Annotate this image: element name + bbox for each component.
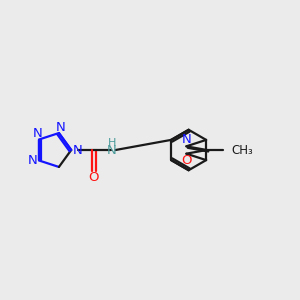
Text: N: N — [72, 143, 82, 157]
Text: N: N — [56, 121, 65, 134]
Text: N: N — [182, 133, 192, 146]
Text: N: N — [28, 154, 37, 167]
Text: N: N — [107, 143, 117, 157]
Text: O: O — [182, 154, 192, 167]
Text: CH₃: CH₃ — [231, 143, 253, 157]
Text: N: N — [33, 127, 42, 140]
Text: O: O — [89, 171, 99, 184]
Text: H: H — [107, 138, 116, 148]
